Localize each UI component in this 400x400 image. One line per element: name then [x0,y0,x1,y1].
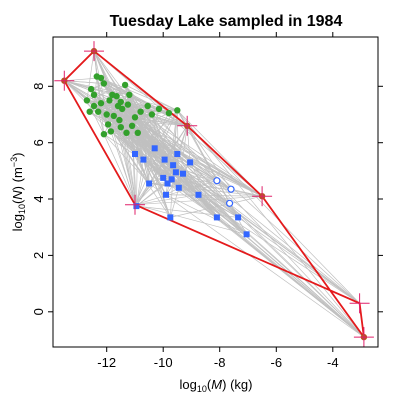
food-web-link [199,195,364,337]
data-point-circle [91,103,97,109]
data-point-square [244,231,250,237]
data-point-circle [149,111,155,117]
data-point-square [187,159,193,165]
data-point-square [176,185,182,191]
data-point-circle [95,109,101,115]
data-point-circle [101,80,107,86]
data-point-open-circle [228,186,234,192]
data-point-circle [118,99,124,105]
data-point-square [167,214,173,220]
data-point-circle [145,103,151,109]
data-point-circle [101,131,107,137]
y-axis-label-unit-open: (m [10,167,25,186]
x-axis-label-sub: 10 [197,384,207,394]
data-point-circle [132,114,138,120]
data-point-square [180,171,186,177]
data-point-square [132,151,138,157]
data-point-circle [91,92,97,98]
data-point-circle [98,100,104,106]
data-point-circle [125,101,131,107]
x-tick-label: -8 [214,355,226,370]
y-axis-label: log10(N) (m−3) [9,153,27,232]
data-point-circle [122,82,128,88]
x-axis-label-prefix: log [180,377,197,392]
data-point-circle [123,130,129,136]
y-axis-label-sup: −3 [9,157,19,167]
x-tick-label: -4 [327,355,339,370]
data-point-square [214,214,220,220]
data-point-square [140,157,146,163]
data-point-open-circle [227,200,233,206]
y-axis-label-unit-close: ) [10,153,25,157]
data-point-circle [126,92,132,98]
food-web-link [152,115,360,304]
data-point-square [163,192,169,198]
data-point-circle [88,86,94,92]
data-point-circle [116,117,122,123]
data-point-square [169,176,175,182]
data-point-circle [111,113,117,119]
data-point-circle [94,73,100,79]
data-point-square [152,145,158,151]
data-point-square [162,157,168,163]
y-tick-label: 0 [31,308,46,315]
x-tick-label: -6 [271,355,283,370]
data-point-circle [137,109,143,115]
data-point-circle [106,97,112,103]
data-point-circle [129,123,135,129]
data-point-square [174,151,180,157]
data-point-open-circle [214,178,220,184]
x-tick-label: -12 [97,355,116,370]
x-axis-label-unit: (kg) [226,377,252,392]
data-point-square [173,169,179,175]
y-tick-label: 8 [31,83,46,90]
data-point-square [235,214,241,220]
data-point-square [160,175,166,181]
data-point-square [133,203,139,209]
data-point-circle [104,111,110,117]
y-tick-label: 6 [31,139,46,146]
data-point-square [196,192,202,198]
data-point-circle [156,106,162,112]
y-tick-label: 2 [31,252,46,259]
y-tick-label: 4 [31,195,46,202]
y-axis-label-sub: 10 [17,204,27,214]
data-point-square [170,162,176,168]
data-point-circle [105,121,111,127]
data-point-circle [135,130,141,136]
food-web-link [110,100,360,303]
x-axis-label: log10(M) (kg) [180,377,253,394]
food-web-link [217,181,364,337]
data-point-circle [118,124,124,130]
data-point-circle [174,107,180,113]
y-axis-label-prefix: log [10,214,25,231]
x-tick-label: -10 [154,355,173,370]
data-point-circle [108,128,114,134]
data-point-circle [113,93,119,99]
data-point-circle [84,97,90,103]
x-axis-label-var: M [211,377,222,392]
data-point-circle [166,110,172,116]
data-point-square [146,181,152,187]
chart-title: Tuesday Lake sampled in 1984 [110,13,343,30]
data-point-circle [87,109,93,115]
food-web-link [172,179,360,303]
